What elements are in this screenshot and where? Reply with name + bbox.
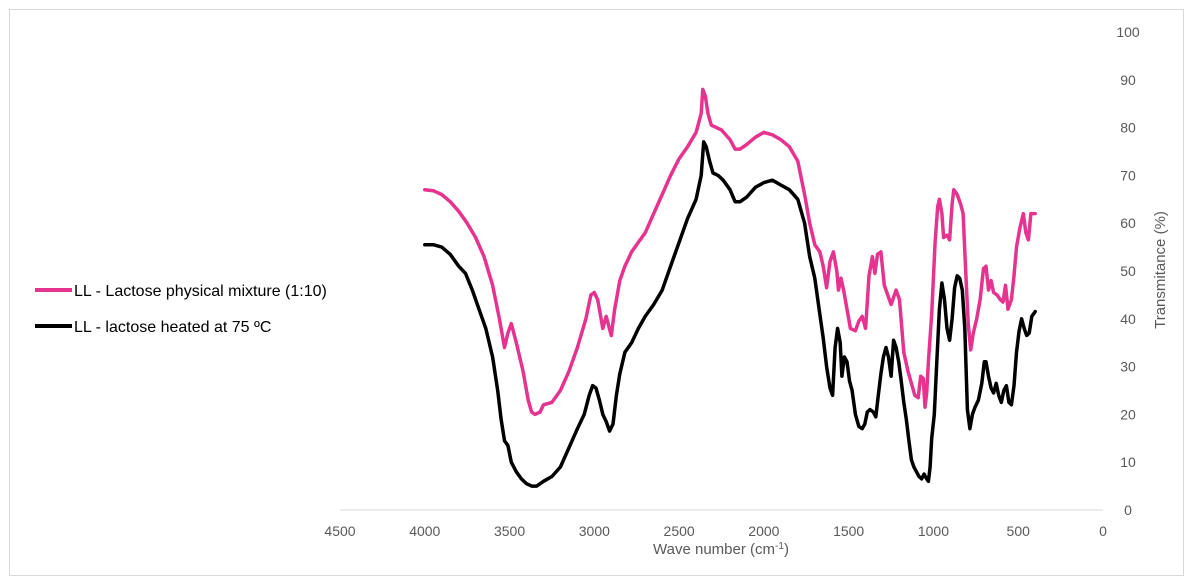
x-tick-label: 3000: [579, 523, 610, 539]
y-tick-label: 0: [1124, 502, 1132, 518]
x-tick-label: 4500: [324, 523, 355, 539]
x-tick-label: 4000: [409, 523, 440, 539]
y-tick-label: 90: [1120, 72, 1136, 88]
y-axis-title: Transmitance (%): [1152, 211, 1169, 329]
chart-frame: [9, 9, 1184, 576]
x-tick-label: 3500: [494, 523, 525, 539]
y-tick-label: 20: [1120, 406, 1136, 422]
legend: LL - Lactose physical mixture (1:10) LL …: [35, 283, 327, 336]
y-tick-label: 70: [1120, 167, 1136, 183]
series-line-heated: [423, 140, 1037, 488]
y-tick-label: 100: [1116, 24, 1140, 40]
x-tick-label: 1500: [833, 523, 864, 539]
series-line-physical-mixture: [423, 87, 1037, 417]
y-tick-labels: 0 10 20 30 40 50 60 70 80 90 100: [1116, 24, 1140, 518]
y-tick-label: 60: [1120, 215, 1136, 231]
legend-label-heated: LL - lactose heated at 75 ºC: [74, 319, 271, 336]
x-tick-label: 2000: [748, 523, 779, 539]
x-tick-labels: 4500 4000 3500 3000 2500 2000 1500 1000 500 0: [324, 523, 1107, 539]
y-tick-label: 10: [1120, 454, 1136, 470]
x-tick-label: 2500: [664, 523, 695, 539]
y-tick-label: 80: [1120, 120, 1136, 136]
legend-label-physical-mixture: LL - Lactose physical mixture (1:10): [74, 283, 327, 300]
x-tick-label: 1000: [918, 523, 949, 539]
x-axis-title: Wave number (cm-1): [653, 541, 789, 558]
series-lines: [423, 87, 1037, 488]
x-tick-label: 0: [1099, 523, 1107, 539]
y-tick-label: 40: [1120, 311, 1136, 327]
y-tick-label: 50: [1120, 263, 1136, 279]
x-tick-label: 500: [1007, 523, 1031, 539]
y-tick-label: 30: [1120, 359, 1136, 375]
